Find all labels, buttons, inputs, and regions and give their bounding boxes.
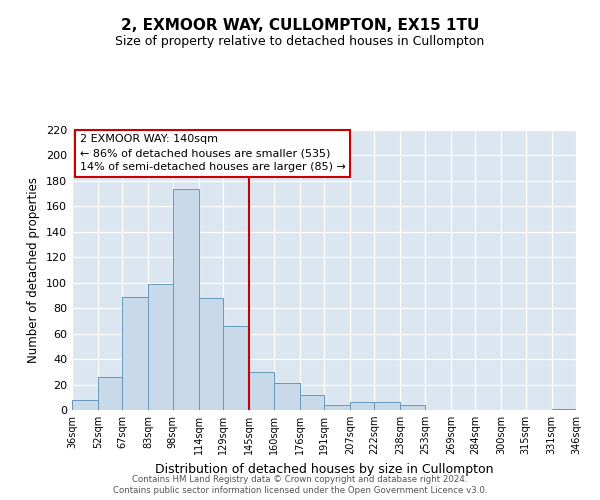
Bar <box>274 384 299 410</box>
Text: Contains public sector information licensed under the Open Government Licence v3: Contains public sector information licen… <box>113 486 487 495</box>
Y-axis label: Number of detached properties: Number of detached properties <box>28 177 40 363</box>
Bar <box>72 400 98 410</box>
Text: 2, EXMOOR WAY, CULLOMPTON, EX15 1TU: 2, EXMOOR WAY, CULLOMPTON, EX15 1TU <box>121 18 479 32</box>
Bar <box>350 402 374 410</box>
Bar <box>299 394 324 410</box>
Bar <box>400 405 425 410</box>
Bar <box>324 405 350 410</box>
Bar <box>199 298 223 410</box>
Text: Size of property relative to detached houses in Cullompton: Size of property relative to detached ho… <box>115 35 485 48</box>
Bar <box>98 377 122 410</box>
Text: Contains HM Land Registry data © Crown copyright and database right 2024.: Contains HM Land Registry data © Crown c… <box>132 475 468 484</box>
Bar <box>173 188 199 410</box>
Bar <box>223 326 249 410</box>
Bar <box>374 402 400 410</box>
Bar <box>122 296 148 410</box>
Bar <box>249 372 274 410</box>
X-axis label: Distribution of detached houses by size in Cullompton: Distribution of detached houses by size … <box>155 462 493 475</box>
Bar <box>551 408 576 410</box>
Text: 2 EXMOOR WAY: 140sqm
← 86% of detached houses are smaller (535)
14% of semi-deta: 2 EXMOOR WAY: 140sqm ← 86% of detached h… <box>80 134 346 172</box>
Bar <box>148 284 173 410</box>
